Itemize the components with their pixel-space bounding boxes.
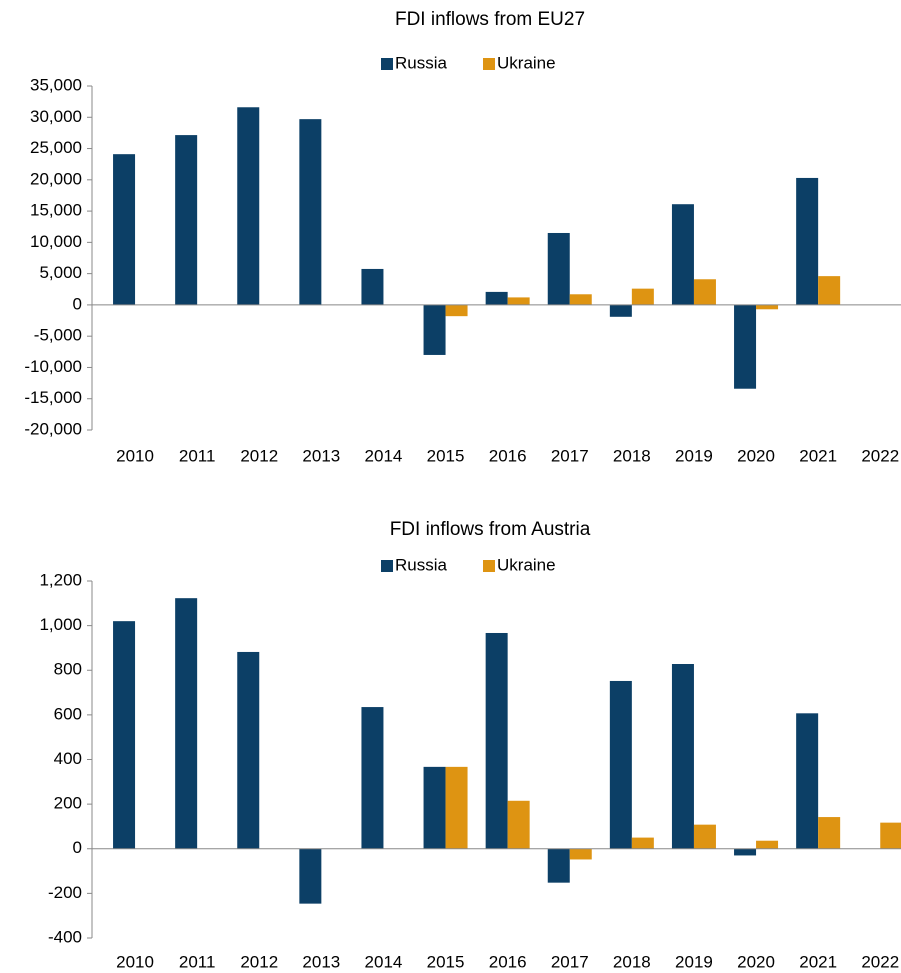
legend-swatch (381, 58, 393, 70)
x-tick-label: 2017 (551, 952, 589, 971)
x-tick-label: 2020 (737, 952, 775, 971)
chart-title: FDI inflows from EU27 (395, 9, 585, 30)
x-tick-label: 2019 (675, 952, 713, 971)
x-tick-label: 2013 (302, 952, 340, 971)
legend-swatch (483, 560, 495, 572)
bar (631, 837, 654, 849)
x-tick-label: 2011 (179, 446, 216, 465)
x-tick-label: 2022 (861, 952, 899, 971)
y-tick-label: 0 (73, 294, 82, 313)
y-tick-label: 5,000 (39, 263, 82, 282)
bar (796, 177, 819, 305)
bar (818, 276, 841, 305)
bar (796, 713, 819, 849)
bar (361, 268, 384, 305)
x-tick-label: 2015 (427, 952, 465, 971)
y-tick-label: 1,000 (39, 615, 82, 634)
y-tick-label: -10,000 (24, 357, 82, 376)
bar (175, 135, 198, 305)
bar (507, 800, 530, 849)
y-tick-label: 0 (73, 838, 82, 857)
x-tick-label: 2021 (799, 446, 837, 465)
legend-swatch (381, 560, 393, 572)
bar (756, 840, 779, 849)
bar (485, 291, 508, 305)
bar (113, 621, 136, 849)
bar (237, 107, 260, 305)
x-tick-label: 2018 (613, 446, 651, 465)
bar (547, 232, 570, 305)
bar (569, 848, 592, 860)
bar (113, 154, 136, 305)
bar (507, 297, 530, 305)
x-tick-label: 2018 (613, 952, 651, 971)
y-tick-label: 30,000 (30, 107, 82, 126)
bar (547, 848, 570, 883)
bar (880, 822, 901, 849)
x-tick-label: 2015 (427, 446, 465, 465)
bar (693, 824, 716, 849)
y-tick-label: -5,000 (34, 326, 82, 345)
bar (485, 632, 508, 849)
x-tick-label: 2010 (116, 952, 154, 971)
y-tick-label: 1,200 (39, 570, 82, 589)
bar (734, 304, 757, 389)
y-tick-label: 200 (54, 794, 82, 813)
bar (299, 119, 322, 305)
chart-title: FDI inflows from Austria (390, 519, 591, 540)
x-tick-label: 2012 (240, 952, 278, 971)
bar (423, 766, 446, 849)
x-tick-label: 2014 (365, 446, 403, 465)
bar (609, 680, 632, 849)
legend-label: Ukraine (497, 555, 556, 574)
bar (609, 304, 632, 317)
y-tick-label: 15,000 (30, 201, 82, 220)
x-tick-label: 2017 (551, 446, 589, 465)
x-tick-label: 2016 (489, 952, 527, 971)
y-tick-label: 25,000 (30, 138, 82, 157)
x-tick-label: 2012 (240, 446, 278, 465)
x-tick-label: 2020 (737, 446, 775, 465)
bar (299, 848, 322, 904)
bar (631, 288, 654, 305)
y-tick-label: 400 (54, 749, 82, 768)
bar (445, 304, 468, 317)
bar (175, 598, 198, 849)
y-tick-label: 20,000 (30, 169, 82, 188)
legend-label: Russia (395, 555, 448, 574)
bar (423, 304, 446, 355)
bar (445, 766, 468, 849)
y-tick-label: 10,000 (30, 232, 82, 251)
y-tick-label: -200 (48, 883, 82, 902)
y-tick-label: 35,000 (30, 75, 82, 94)
y-tick-label: 600 (54, 704, 82, 723)
x-tick-label: 2014 (365, 952, 403, 971)
bar (734, 848, 757, 856)
legend-label: Russia (395, 53, 448, 72)
legend-swatch (483, 58, 495, 70)
x-tick-label: 2010 (116, 446, 154, 465)
bar (693, 279, 716, 305)
legend-label: Ukraine (497, 53, 556, 72)
bar (569, 294, 592, 305)
x-tick-label: 2011 (179, 952, 216, 971)
bar (671, 664, 694, 849)
y-tick-label: -20,000 (24, 419, 82, 438)
bar (671, 204, 694, 305)
x-tick-label: 2021 (799, 952, 837, 971)
bar (361, 707, 384, 849)
bar (756, 304, 779, 310)
bar (818, 817, 841, 849)
bar (237, 651, 260, 849)
x-tick-label: 2016 (489, 446, 527, 465)
y-tick-label: -15,000 (24, 388, 82, 407)
y-tick-label: -400 (48, 927, 82, 946)
x-tick-label: 2013 (302, 446, 340, 465)
y-tick-label: 800 (54, 660, 82, 679)
x-tick-label: 2019 (675, 446, 713, 465)
x-tick-label: 2022 (861, 446, 899, 465)
